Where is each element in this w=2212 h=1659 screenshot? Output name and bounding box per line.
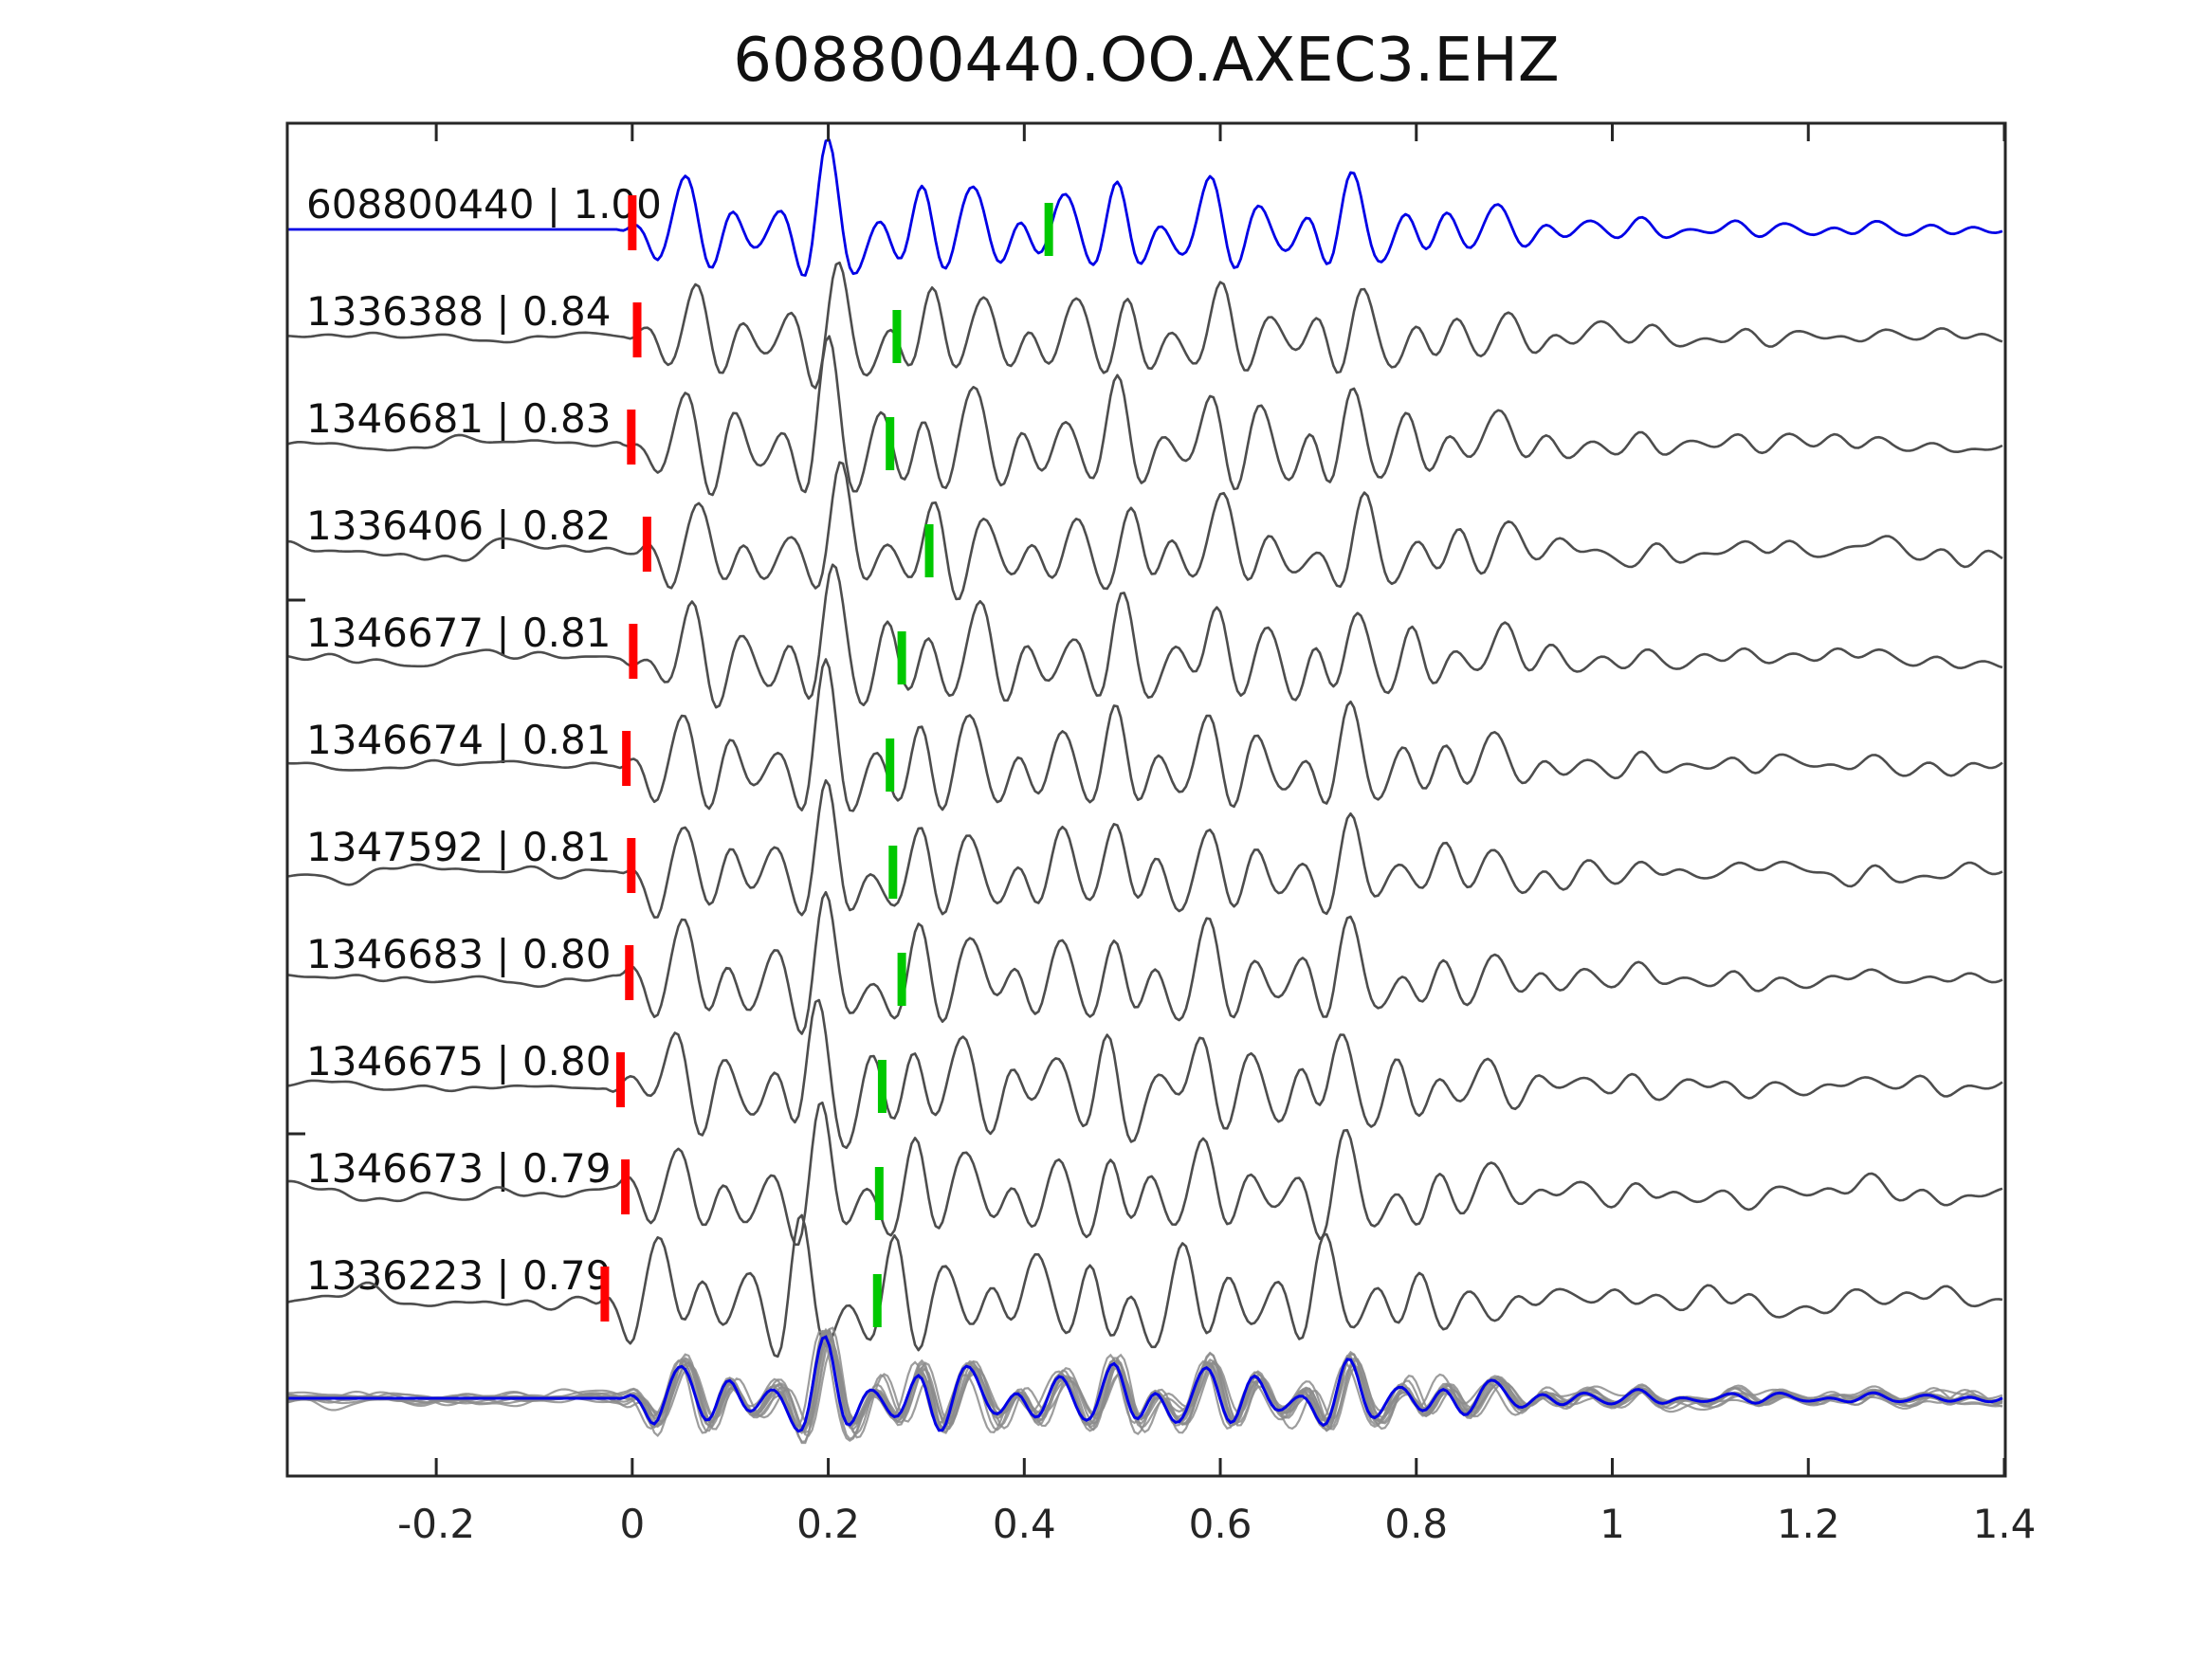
trace-label: 1346677 | 0.81 — [306, 610, 611, 656]
chart-title: 608800440.OO.AXEC3.EHZ — [733, 26, 1560, 96]
waveform-1336388 — [287, 261, 2003, 390]
red-pick-marker — [627, 838, 636, 893]
red-pick-marker — [628, 195, 637, 250]
waveform-1346675 — [287, 998, 2003, 1150]
trace-row-1346683: 1346683 | 0.80 — [287, 890, 2003, 1035]
green-pick-marker — [897, 953, 906, 1006]
x-tick-label: 1.4 — [1973, 1501, 2037, 1547]
stack-overlay — [287, 1326, 2003, 1445]
axes: -0.2 0 0.2 0.4 0.6 0.8 1 1.2 1.4 — [285, 121, 2037, 1547]
red-pick-marker — [621, 1159, 631, 1214]
trace-label: 1336388 | 0.84 — [306, 288, 611, 335]
stack-trace — [287, 1330, 2003, 1443]
trace-row-1346677: 1346677 | 0.81 — [287, 563, 2003, 709]
stack-trace — [287, 1329, 2003, 1441]
green-pick-marker — [886, 417, 895, 470]
green-pick-marker — [924, 524, 934, 577]
waveform-1346677 — [287, 563, 2003, 709]
plot-border — [285, 121, 2007, 1478]
red-pick-marker — [615, 1052, 625, 1107]
x-tick-label: 1.2 — [1777, 1501, 1840, 1547]
x-tick-label: 0.2 — [796, 1501, 860, 1547]
x-tick-label: 0.8 — [1384, 1501, 1448, 1547]
trace-label: 1346675 | 0.80 — [306, 1038, 611, 1085]
green-pick-marker — [888, 846, 898, 899]
green-pick-marker — [892, 310, 902, 363]
trace-row-1346675: 1346675 | 0.80 — [287, 998, 2003, 1150]
green-pick-marker — [886, 738, 895, 792]
trace-label: 1346673 | 0.79 — [306, 1145, 611, 1192]
red-pick-marker — [627, 410, 636, 465]
red-pick-marker — [622, 731, 631, 786]
waveform-1346683 — [287, 890, 2003, 1035]
green-pick-marker — [874, 1167, 884, 1220]
trace-row-1346681: 1346681 | 0.83 — [287, 335, 2003, 497]
x-tick-label: -0.2 — [397, 1501, 475, 1547]
trace-row-1336223: 1336223 | 0.79 — [287, 1213, 2003, 1358]
trace-row-1346673: 1346673 | 0.79 — [287, 1101, 2003, 1247]
pick-markers — [600, 195, 1053, 1327]
trace-label: 1336223 | 0.79 — [306, 1252, 611, 1299]
green-pick-marker — [1044, 203, 1053, 256]
green-pick-marker — [897, 631, 906, 684]
x-tick-label: 0 — [619, 1501, 645, 1547]
green-pick-marker — [872, 1274, 882, 1327]
trace-label: 1347592 | 0.81 — [306, 824, 611, 870]
waveform-1346673 — [287, 1101, 2003, 1247]
red-pick-marker — [632, 302, 642, 357]
trace-row-608800440: 608800440 | 1.00 — [287, 138, 2003, 277]
waveform-1347592 — [287, 778, 2003, 919]
trace-label: 1346683 | 0.80 — [306, 931, 611, 977]
trace-row-1347592: 1347592 | 0.81 — [287, 778, 2003, 919]
waveform-1346681 — [287, 335, 2003, 497]
x-tick-label: 1 — [1600, 1501, 1625, 1547]
waveform-1346674 — [287, 658, 2003, 812]
waveform-1336406 — [287, 461, 2003, 601]
red-pick-marker — [629, 624, 638, 679]
red-pick-marker — [642, 517, 651, 572]
trace-row-1336406: 1336406 | 0.82 — [287, 461, 2003, 601]
trace-row-1336388: 1336388 | 0.84 — [287, 261, 2003, 390]
stack-mean-trace — [287, 1335, 2003, 1433]
trace-label: 1346674 | 0.81 — [306, 717, 611, 763]
red-pick-marker — [600, 1267, 610, 1322]
waveform-1336223 — [287, 1213, 2003, 1358]
trace-row-1346674: 1346674 | 0.81 — [287, 658, 2003, 812]
x-tick-label: 0.4 — [993, 1501, 1056, 1547]
trace-label: 608800440 | 1.00 — [306, 181, 662, 228]
waveform-608800440 — [287, 138, 2003, 277]
green-pick-marker — [877, 1060, 887, 1113]
trace-label: 1336406 | 0.82 — [306, 502, 611, 549]
red-pick-marker — [625, 945, 634, 1000]
x-tick-label: 0.6 — [1189, 1501, 1252, 1547]
